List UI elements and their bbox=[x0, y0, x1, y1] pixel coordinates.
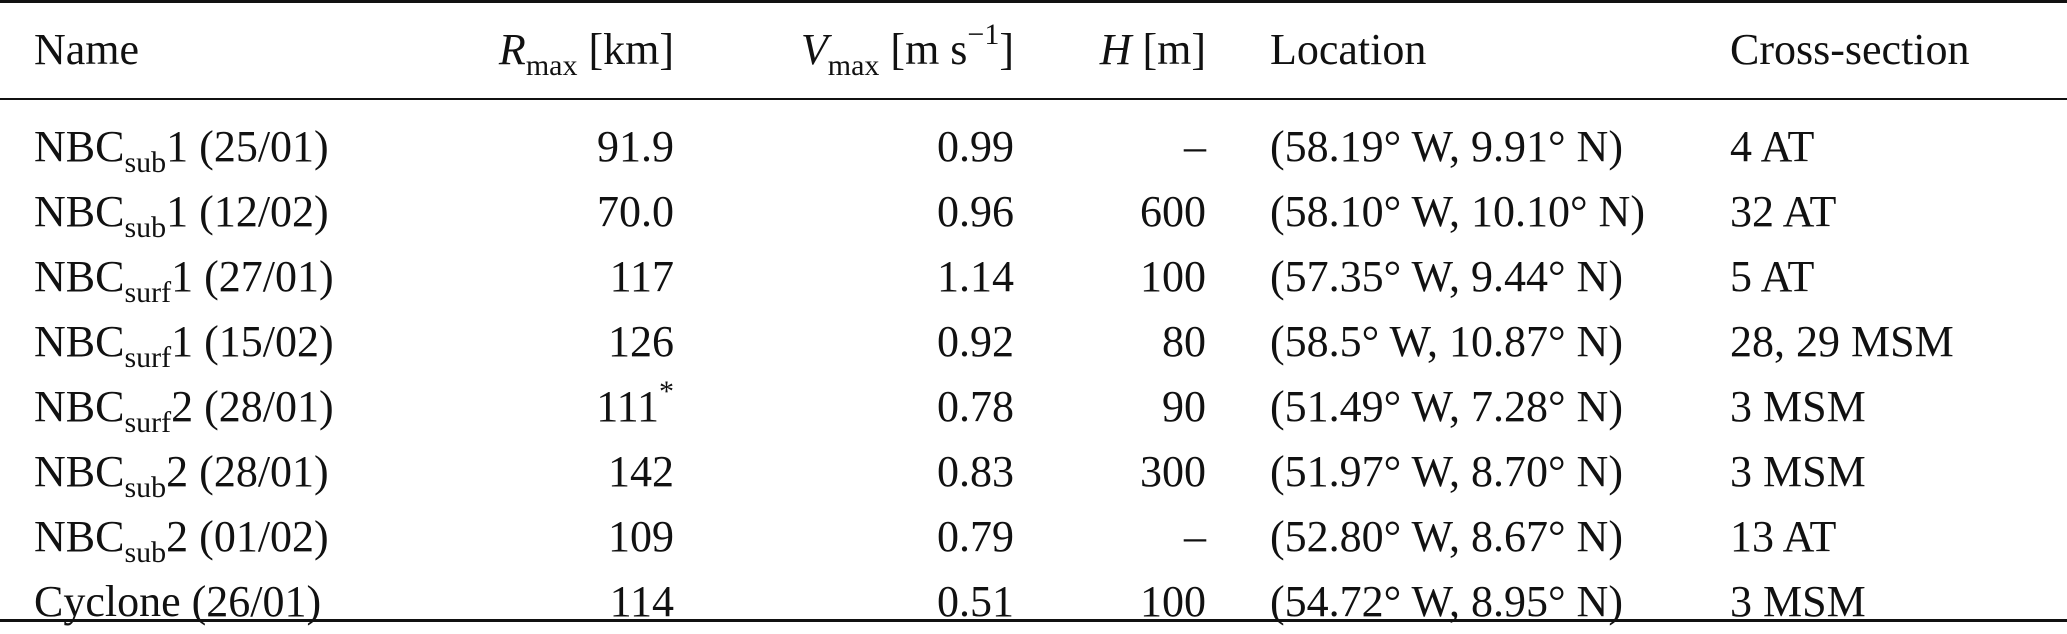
header-name: Name bbox=[34, 25, 140, 74]
cell-rmax: 126 bbox=[608, 316, 674, 366]
table-row: NBCsurf2 (28/01) 111* 0.78 90 (51.49° W,… bbox=[0, 374, 2067, 439]
cell-name: NBCsurf1 (27/01) bbox=[34, 251, 334, 309]
cell-rmax: 114 bbox=[609, 576, 674, 626]
table-row: NBCsub1 (12/02) 70.0 0.96 600 (58.10° W,… bbox=[0, 179, 2067, 244]
cell-location: (54.72° W, 8.95° N) bbox=[1270, 576, 1623, 626]
cell-rmax: 111* bbox=[596, 374, 674, 431]
cell-rmax: 142 bbox=[608, 446, 674, 496]
cell-vmax: 0.92 bbox=[937, 316, 1014, 366]
header-row: Name Rmax [km] Vmax [m s−1] H [m] Locati… bbox=[0, 0, 2067, 100]
cell-cross-section: 32 AT bbox=[1730, 186, 1837, 236]
cell-h: 600 bbox=[1140, 186, 1206, 236]
cell-cross-section: 3 MSM bbox=[1730, 381, 1866, 431]
cell-h: 100 bbox=[1140, 576, 1206, 626]
cell-name: NBCsub1 (12/02) bbox=[34, 186, 329, 244]
cell-vmax: 0.83 bbox=[937, 446, 1014, 496]
cell-vmax: 0.99 bbox=[937, 121, 1014, 171]
table-row: Cyclone (26/01) 114 0.51 100 (54.72° W, … bbox=[0, 569, 2067, 634]
cell-name: NBCsurf1 (15/02) bbox=[34, 316, 334, 374]
header-rmax: Rmax [km] bbox=[498, 25, 674, 82]
cell-h: 80 bbox=[1162, 316, 1206, 366]
table-row: NBCsub2 (01/02) 109 0.79 – (52.80° W, 8.… bbox=[0, 504, 2067, 569]
cell-vmax: 0.96 bbox=[937, 186, 1014, 236]
cell-rmax: 117 bbox=[609, 251, 674, 301]
cell-location: (58.10° W, 10.10° N) bbox=[1270, 186, 1645, 236]
cell-h: 300 bbox=[1140, 446, 1206, 496]
table-row: NBCsub1 (25/01) 91.9 0.99 – (58.19° W, 9… bbox=[0, 100, 2067, 179]
cell-vmax: 0.51 bbox=[937, 576, 1014, 626]
cell-location: (52.80° W, 8.67° N) bbox=[1270, 511, 1623, 561]
top-rule bbox=[0, 0, 2067, 3]
cell-cross-section: 3 MSM bbox=[1730, 446, 1866, 496]
header-cross-section: Cross-section bbox=[1730, 25, 1970, 74]
cell-name: NBCsurf2 (28/01) bbox=[34, 381, 334, 439]
cell-location: (57.35° W, 9.44° N) bbox=[1270, 251, 1623, 301]
cell-h: – bbox=[1184, 121, 1206, 171]
cell-cross-section: 3 MSM bbox=[1730, 576, 1866, 626]
cell-vmax: 0.78 bbox=[937, 381, 1014, 431]
cell-name: Cyclone (26/01) bbox=[34, 576, 322, 626]
cell-rmax: 109 bbox=[608, 511, 674, 561]
table-row: NBCsurf1 (27/01) 117 1.14 100 (57.35° W,… bbox=[0, 244, 2067, 309]
cell-name: NBCsub2 (28/01) bbox=[34, 446, 329, 504]
cell-name: NBCsub1 (25/01) bbox=[34, 121, 329, 179]
table-row: NBCsub2 (28/01) 142 0.83 300 (51.97° W, … bbox=[0, 439, 2067, 504]
cell-h: – bbox=[1184, 511, 1206, 561]
cell-h: 90 bbox=[1162, 381, 1206, 431]
cell-rmax: 91.9 bbox=[597, 121, 674, 171]
cell-cross-section: 4 AT bbox=[1730, 121, 1815, 171]
cell-cross-section: 13 AT bbox=[1730, 511, 1837, 561]
bottom-rule bbox=[0, 619, 2067, 622]
cell-location: (58.19° W, 9.91° N) bbox=[1270, 121, 1623, 171]
header-vmax: Vmax [m s−1] bbox=[800, 18, 1014, 82]
table-row: NBCsurf1 (15/02) 126 0.92 80 (58.5° W, 1… bbox=[0, 309, 2067, 374]
cell-cross-section: 28, 29 MSM bbox=[1730, 316, 1954, 366]
header-location: Location bbox=[1270, 25, 1427, 74]
cell-location: (51.97° W, 8.70° N) bbox=[1270, 446, 1623, 496]
cell-vmax: 1.14 bbox=[937, 251, 1014, 301]
cell-h: 100 bbox=[1140, 251, 1206, 301]
cell-vmax: 0.79 bbox=[937, 511, 1014, 561]
cell-location: (58.5° W, 10.87° N) bbox=[1270, 316, 1623, 366]
cell-rmax: 70.0 bbox=[597, 186, 674, 236]
header-h: H [m] bbox=[1099, 25, 1206, 74]
cell-cross-section: 5 AT bbox=[1730, 251, 1815, 301]
header-rule bbox=[0, 98, 2067, 100]
cell-location: (51.49° W, 7.28° N) bbox=[1270, 381, 1623, 431]
cell-name: NBCsub2 (01/02) bbox=[34, 511, 329, 569]
